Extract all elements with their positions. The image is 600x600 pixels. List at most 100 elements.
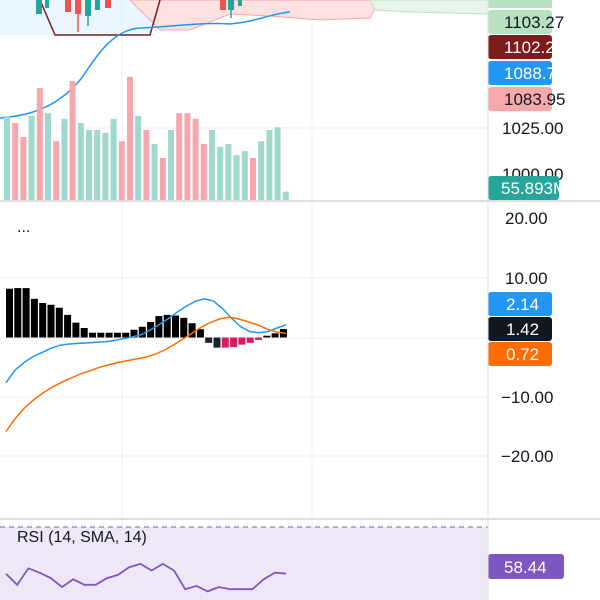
cloud-red (129, 0, 381, 31)
volume-bar (258, 141, 265, 200)
volume-bar (274, 127, 281, 200)
volume-bar (69, 81, 76, 200)
volume-bars (4, 76, 289, 200)
rsi-panel[interactable]: RSI (14, SMA, 14) 58.44 (0, 526, 564, 600)
volume-bar (77, 123, 84, 200)
rsi-line (5, 562, 287, 593)
price-badge-1103-27: 1103.27 (488, 10, 564, 34)
price-badge-1102-26: 1102.26 (488, 35, 564, 59)
macd-histogram-bar (188, 323, 196, 338)
macd-histogram-bar (163, 314, 171, 338)
volume-bar (176, 113, 183, 200)
macd-histogram-bar (30, 298, 38, 338)
cloud-green (369, 0, 489, 15)
volume-bar (282, 191, 289, 200)
price-panel[interactable] (0, 0, 489, 200)
price-candles (36, 0, 242, 32)
macd-tick-minus-20: −20.00 (501, 447, 553, 466)
bollinger-lower (0, 11, 291, 119)
volume-bar (12, 123, 19, 200)
macd-histogram-bar (172, 315, 179, 338)
indicator-menu-icon[interactable]: ... (17, 219, 30, 236)
macd-tick-20: 20.00 (505, 209, 548, 228)
macd-histogram-bar (246, 337, 254, 343)
macd-histogram-bar (205, 337, 213, 343)
volume-bar (266, 130, 273, 200)
volume-bar (209, 130, 215, 200)
cloud-outline (39, 0, 161, 36)
volume-bar (102, 132, 109, 200)
macd-histogram-bar (255, 337, 262, 340)
macd-histogram-bar (22, 288, 30, 338)
macd-histogram-bar (89, 332, 96, 338)
macd-axis: 20.00 10.00 2.14 1.42 0.72 −10.00 −20.00 (488, 209, 553, 466)
macd-histogram-bar (130, 329, 138, 338)
volume-bar (94, 130, 101, 200)
macd-histogram-bar (271, 333, 279, 338)
svg-text:1088.74: 1088.74 (504, 64, 565, 83)
signal-line (5, 316, 287, 432)
volume-bar (184, 113, 191, 200)
macd-histogram-bar (238, 337, 246, 345)
rsi-value-badge: 58.44 (488, 554, 564, 579)
macd-histogram-bar (263, 335, 271, 338)
macd-histogram-bar (221, 337, 229, 348)
svg-text:1083.95: 1083.95 (504, 90, 565, 109)
volume-bar (118, 141, 125, 200)
volume-bar (233, 155, 240, 200)
macd-histogram-bar (213, 337, 221, 348)
volume-bar (200, 144, 207, 200)
volume-bar (28, 116, 35, 200)
macd-histogram-bar (6, 288, 13, 338)
svg-text:1102.26: 1102.26 (504, 38, 564, 57)
svg-text:2.14: 2.14 (506, 295, 539, 314)
macd-histogram-bar (72, 322, 80, 338)
macd-panel[interactable]: ... (5, 219, 287, 432)
volume-bar (192, 118, 199, 200)
macd-histogram-bar (122, 332, 130, 338)
macd-histogram-bar (39, 302, 47, 338)
macd-histogram-bar (97, 332, 105, 338)
volume-bar (168, 130, 174, 200)
macd-histogram-bar (55, 307, 63, 338)
price-badge-1088-74: 1088.74 (488, 61, 565, 85)
macd-tick-minus-10: −10.00 (501, 388, 553, 407)
volume-bar (159, 158, 166, 200)
volume-bar (143, 130, 150, 200)
volume-bar (127, 76, 133, 200)
macd-histogram-bar (64, 314, 72, 338)
rsi-band (0, 527, 488, 600)
volume-bar (225, 144, 232, 200)
volume-bar (4, 116, 10, 200)
macd-histogram-bar (196, 329, 204, 338)
price-badge-1083-95: 1083.95 (488, 87, 565, 111)
macd-histogram-bar (180, 317, 188, 338)
volume-bar (45, 113, 51, 200)
volume-bar (217, 146, 224, 200)
macd-histogram (6, 288, 287, 348)
macd-histogram-bar (47, 304, 55, 338)
rsi-legend[interactable]: RSI (14, SMA, 14) (17, 529, 147, 546)
price-badge-cut (488, 0, 552, 8)
macd-histogram-bar (14, 288, 22, 338)
macd-histogram-bar (113, 332, 121, 338)
svg-text:0.72: 0.72 (506, 345, 539, 364)
volume-bar (110, 118, 117, 200)
histogram-value-badge: 1.42 (488, 317, 552, 341)
volume-bar (250, 158, 256, 200)
macd-line (5, 298, 287, 384)
price-tick-1025: 1025.00 (502, 119, 563, 138)
volume-bar (151, 144, 158, 200)
macd-histogram-bar (105, 332, 113, 338)
volume-bar (86, 130, 92, 200)
svg-text:1.42: 1.42 (506, 320, 539, 339)
macd-value-badge: 2.14 (488, 292, 552, 316)
svg-text:58.44: 58.44 (504, 558, 547, 577)
volume-badge: 55.893M (488, 176, 567, 200)
svg-text:55.893M: 55.893M (501, 179, 567, 198)
volume-bar (53, 141, 60, 200)
macd-histogram-bar (230, 337, 238, 348)
volume-bar (20, 137, 27, 200)
volume-bar (241, 151, 248, 200)
